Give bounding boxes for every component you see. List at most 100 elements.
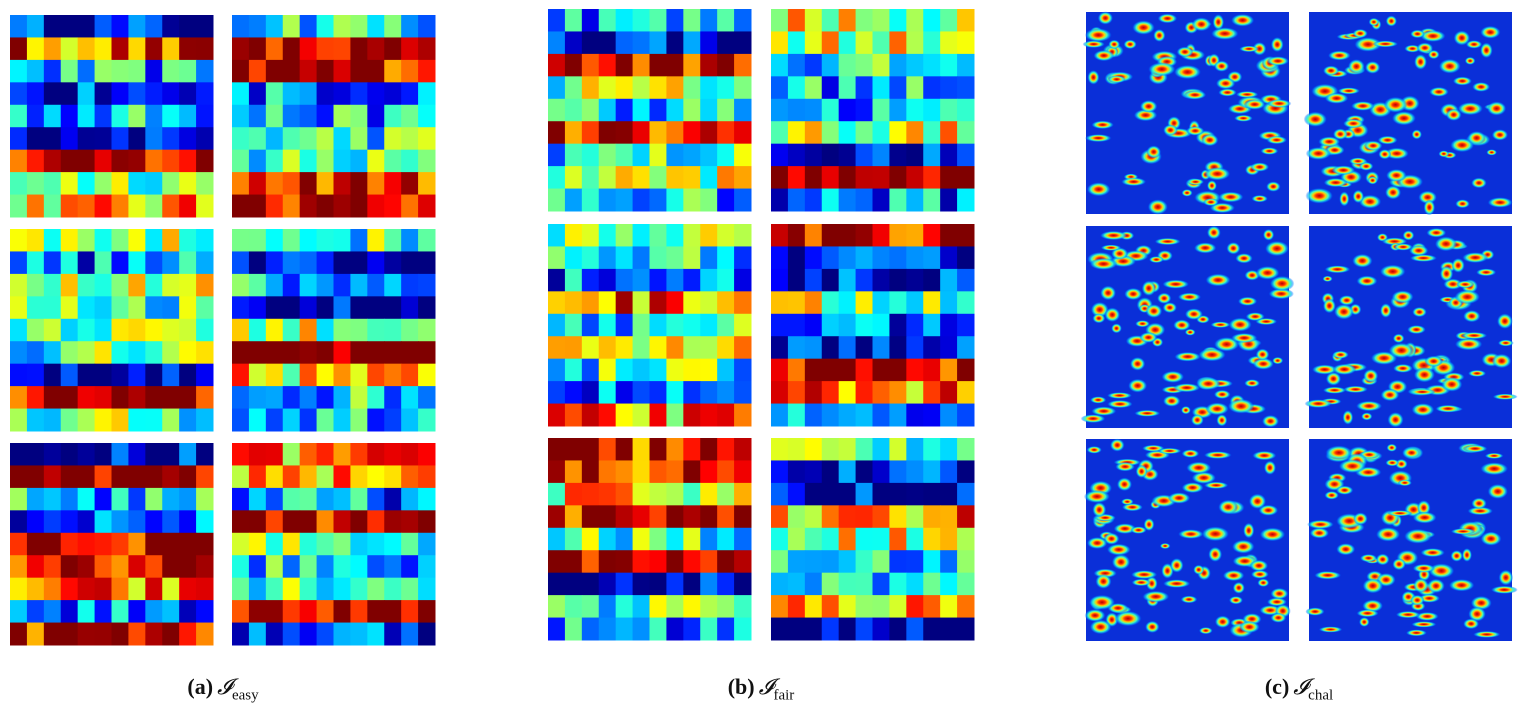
heatmap-cell [940,268,958,292]
heatmap-blob [1471,497,1487,510]
heatmap-blob [1142,590,1170,603]
heatmap-blob [1339,191,1350,207]
heatmap-blob [1083,490,1111,504]
heatmap-blob [1332,363,1357,375]
heatmap-cell [299,465,318,489]
heatmap-blob [1129,356,1146,371]
heatmap-cell [923,224,941,247]
heatmap-cell [111,127,129,151]
heatmap-cell [401,104,419,128]
heatmap-cell [957,572,975,596]
heatmap-cell [418,149,436,173]
heatmap-cell [771,550,789,574]
heatmap-cell [787,313,806,337]
heatmap-cell [889,98,907,122]
heatmap-cell [350,296,368,320]
heatmap-cell [299,341,318,365]
heatmap-cell [804,460,823,484]
heatmap-cell [316,59,334,83]
heatmap-blob [1411,621,1437,628]
heatmap-cell [350,465,368,489]
heatmap-cell [957,98,975,122]
heatmap-cell [10,386,28,410]
heatmap-blob [1336,543,1356,556]
heatmap-cell [717,381,735,405]
heatmap-blob [1498,569,1514,586]
heatmap-cell [598,381,617,405]
heatmap-cell [666,336,684,360]
heatmap-cell [232,172,250,196]
heatmap-cell [666,98,684,122]
heatmap-cell [10,487,28,511]
heatmap-cell [401,127,419,151]
heatmap-cell [940,572,958,596]
heatmap-cell [804,188,823,212]
heatmap-cell [248,465,267,489]
heatmap-cell [26,510,45,534]
heatmap-cell [649,527,667,551]
heatmap-cell [598,166,617,190]
heatmap-cell [350,127,368,151]
heatmap-cell [162,577,180,601]
heatmap-cell [282,465,301,489]
heatmap-cell [128,577,146,601]
heatmap-cell [232,532,250,556]
heatmap-cell [350,555,368,579]
heatmap-cell [196,318,214,342]
heatmap-cell [666,31,684,55]
heatmap-cell [632,53,650,77]
heatmap-cell [10,318,28,342]
heatmap-cell [923,505,941,529]
heatmap-cell [855,572,873,596]
heatmap-cell [145,622,163,646]
heatmap-cell [649,313,667,337]
heatmap-cell [615,31,634,55]
heatmap-cell [906,313,924,337]
heatmap-cell [581,403,600,427]
heatmap-cell [889,336,907,360]
heatmap-cell [282,59,301,83]
heatmap-cell [666,313,684,337]
heatmap-cell [111,229,129,252]
heatmap-cell [666,166,684,190]
heatmap-cell [60,296,79,320]
heatmap-cell [145,465,163,489]
heatmap-cell [367,251,385,275]
heatmap-blob [1145,576,1158,591]
heatmap-blob [1237,296,1258,306]
heatmap-cell [771,224,789,247]
heatmap-cell [683,595,701,619]
heatmap-cell [77,172,96,196]
heatmap-cell [265,386,284,410]
heatmap-cell [649,358,667,382]
heatmap-blob [1337,87,1361,95]
heatmap-cell [632,291,650,315]
heatmap-cell [683,617,701,641]
heatmap-blob [1191,17,1212,32]
heatmap-blob [1208,546,1223,562]
heatmap-cell [564,336,583,360]
heatmap-cell [316,229,334,252]
heatmap-cell [384,149,402,173]
heatmap-cell [598,313,617,337]
heatmap-cell [77,37,96,61]
heatmap-cell [333,127,351,151]
heatmap-cell [316,296,334,320]
heatmap-cell [940,403,958,427]
heatmap-cell [401,59,419,83]
heatmap-blob [1248,493,1267,510]
heatmap-cell [60,127,79,151]
heatmap-cell [299,15,318,38]
heatmap-cell [26,194,45,218]
heatmap-cell [717,403,735,427]
heatmap-cell [162,443,180,466]
heatmap-cell [855,403,873,427]
heatmap-cell [26,149,45,173]
heatmap-cell [548,482,566,506]
heatmap-cell [299,510,318,534]
heatmap-cell [957,291,975,315]
heatmap-cell [94,59,112,83]
heatmap-cell [43,82,62,106]
heatmap-cell [282,577,301,601]
heatmap-cell [111,555,129,579]
